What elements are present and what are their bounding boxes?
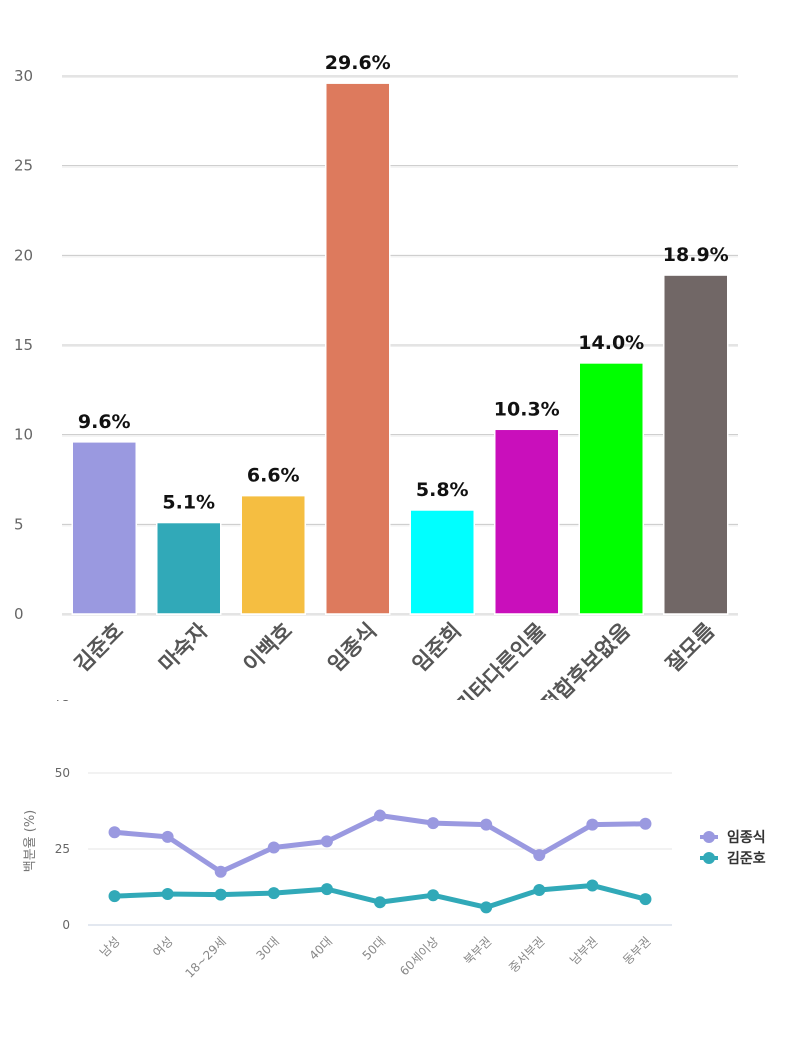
series-point[interactable] <box>639 817 652 830</box>
series-point[interactable] <box>374 896 386 909</box>
bar-data-label: 9.6% <box>78 411 131 433</box>
bar-ytick-label: 15 <box>14 336 33 354</box>
line-ytick-label: 25 <box>55 842 70 856</box>
series-point[interactable] <box>480 818 493 831</box>
series-point[interactable] <box>108 826 121 839</box>
bar-ytick-label: 0 <box>14 605 24 623</box>
legend-item-label[interactable]: 김준호 <box>727 850 766 867</box>
series-point[interactable] <box>267 887 280 900</box>
line-xtick-label: 중서부권 <box>506 934 547 975</box>
bar-category-label: 잘모름 <box>661 619 719 677</box>
bar[interactable] <box>156 521 222 615</box>
series-point[interactable] <box>480 901 493 914</box>
series-point[interactable] <box>639 893 652 906</box>
bar[interactable] <box>663 274 729 615</box>
bar[interactable] <box>325 82 391 615</box>
bar-data-label: 5.8% <box>416 479 469 501</box>
bar-category-label: 적합후보없음 <box>536 619 635 700</box>
legend-swatch-marker <box>703 852 715 864</box>
line-xtick-label: 50대 <box>360 934 389 963</box>
series-point[interactable] <box>586 818 599 831</box>
line-y-axis-label: 백분율 (%) <box>23 810 38 873</box>
line-xtick-label: 여성 <box>150 934 176 960</box>
line-xtick-label: 40대 <box>307 934 336 963</box>
bar-ytick-label: 20 <box>14 246 33 264</box>
bar-category-label: 마숙자 <box>154 618 212 676</box>
bar-chart: 0 5 10 15 20 25 30 9.6% 김준호 5.1% 마숙자 6.6% 이백호 29.6% 임종… <box>14 52 738 700</box>
line-xtick-label: 60세이상 <box>397 934 441 978</box>
series-point[interactable] <box>320 835 333 848</box>
bar-category-label: 임준희 <box>408 619 466 677</box>
series-point[interactable] <box>533 884 546 897</box>
bar-ytick-label: 10 <box>14 426 33 444</box>
line-xtick-label: 동부권 <box>620 934 653 967</box>
bar[interactable] <box>71 441 137 615</box>
line-xtick-label: 남부권 <box>567 934 600 967</box>
bar-data-label: 10.3% <box>494 398 560 420</box>
bar-ytick-label: 30 <box>14 67 33 85</box>
bar-category-label: 임종식 <box>323 619 381 677</box>
line-xtick-label: 18~29세 <box>182 934 228 980</box>
series-point[interactable] <box>214 888 227 901</box>
line-ytick-label: 75 <box>55 700 70 704</box>
bar-data-label: 5.1% <box>162 492 215 514</box>
line-xtick-label: 30대 <box>253 934 282 963</box>
bar[interactable] <box>494 428 560 615</box>
bar-ytick-label: 25 <box>14 157 33 175</box>
series-point[interactable] <box>108 890 121 903</box>
bar[interactable] <box>578 362 644 615</box>
bar-category-label: 기타다른인물 <box>451 619 550 700</box>
series-point[interactable] <box>267 841 280 854</box>
bar[interactable] <box>240 494 306 615</box>
bar-data-label: 14.0% <box>578 332 644 354</box>
series-line <box>112 813 648 875</box>
line-xtick-label: 북부권 <box>461 934 494 967</box>
line-ytick-label: 50 <box>55 766 70 780</box>
legend-swatch-marker <box>703 831 715 843</box>
bar-data-label: 6.6% <box>247 465 300 487</box>
series-point[interactable] <box>161 830 174 843</box>
series-point[interactable] <box>427 817 440 830</box>
bar-data-label: 29.6% <box>325 52 391 74</box>
series-point[interactable] <box>374 809 386 822</box>
series-point[interactable] <box>586 879 599 892</box>
bar-category-label: 이백호 <box>239 619 297 677</box>
series-point[interactable] <box>533 849 546 862</box>
series-point[interactable] <box>427 889 440 902</box>
series-point[interactable] <box>320 883 333 896</box>
bar-category-label: 김준호 <box>70 619 128 677</box>
series-point[interactable] <box>161 887 174 900</box>
line-xtick-label: 남성 <box>97 934 123 960</box>
line-ytick-label: 0 <box>62 918 70 932</box>
bar-data-label: 18.9% <box>663 244 729 266</box>
legend-item-label[interactable]: 임종식 <box>727 830 766 846</box>
bar[interactable] <box>409 509 475 615</box>
bar-ytick-label: 5 <box>14 515 24 533</box>
series-point[interactable] <box>214 865 227 878</box>
